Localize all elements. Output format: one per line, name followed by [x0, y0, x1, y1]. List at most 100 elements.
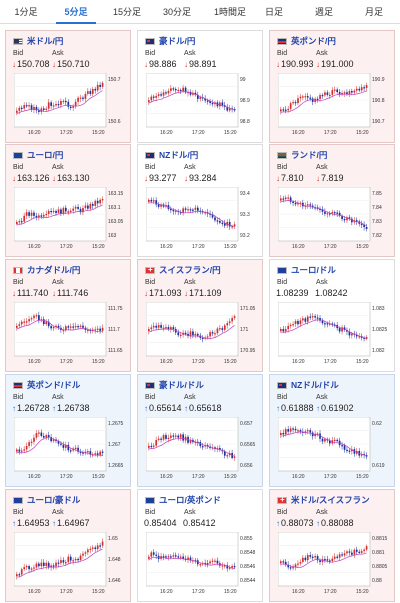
price-chart[interactable]: 7.85 7.84 7.83 7.82 16:20 17:20 15:20: [278, 187, 388, 253]
card-title[interactable]: 英ポンド/ドル: [13, 379, 80, 391]
moving-average-line: [280, 319, 367, 339]
x-tick-label: 15:20: [356, 130, 369, 136]
ask-label: Ask: [316, 279, 328, 286]
tab-6[interactable]: 日足: [264, 7, 283, 17]
card-title[interactable]: ユーロ/英ポンド: [145, 494, 221, 506]
candle: [289, 324, 292, 327]
candle: [69, 210, 72, 212]
card-title[interactable]: ランド/円: [277, 149, 327, 161]
card-title[interactable]: NZドル/ドル: [277, 379, 339, 391]
bid-label: Bid: [13, 279, 24, 286]
rate-card[interactable]: 英ポンド/円 Bid Ask ↓190.993 ↓191.000 190.9 19…: [269, 30, 395, 143]
card-title[interactable]: 豪ドル/ドル: [145, 379, 204, 391]
candle: [18, 449, 21, 452]
ask-label: Ask: [52, 394, 64, 401]
rate-card[interactable]: ユーロ/ドル Bid Ask 1.08239 1.08242 1.083 1.08…: [269, 259, 395, 372]
tab-3[interactable]: 15分足: [112, 7, 141, 17]
rate-card[interactable]: 豪ドル/円 Bid Ask ↓98.886 ↓98.891 99 98.9 98.8…: [137, 30, 263, 143]
rate-card[interactable]: カナダドル/円 Bid Ask ↓111.740 ↓111.746 111.75…: [5, 259, 131, 372]
pair-name[interactable]: ユーロ/ドル: [291, 265, 336, 275]
card-title[interactable]: スイスフラン/円: [145, 264, 221, 276]
pair-name[interactable]: スイスフラン/円: [159, 265, 221, 275]
card-title[interactable]: 米ドル/円: [13, 35, 63, 47]
card-title[interactable]: 英ポンド/円: [277, 35, 336, 47]
price-chart[interactable]: 190.9 190.8 190.7 16:20 17:20 15:20: [278, 73, 388, 139]
candle: [206, 100, 209, 102]
rate-card[interactable]: 米ドル/スイスフラン Bid Ask ↑0.88073 ↑0.88088 0.8…: [269, 489, 395, 602]
candle: [87, 329, 89, 332]
candle: [77, 447, 79, 452]
pair-name[interactable]: 米ドル/円: [27, 36, 64, 46]
tab-2[interactable]: 5分足: [56, 0, 96, 24]
rate-card[interactable]: ユーロ/円 Bid Ask ↓163.126 ↓163.130 163.15 16…: [5, 144, 131, 257]
candle: [162, 327, 165, 329]
price-chart[interactable]: 1.2675 1.267 1.2665 16:20 17:20 15:20: [14, 417, 124, 483]
candle: [25, 566, 28, 568]
price-chart[interactable]: 1.083 1.0825 1.082 16:20 17:20 15:20: [278, 302, 388, 368]
rate-card[interactable]: ユーロ/豪ドル Bid Ask ↑1.64953 ↑1.64967 1.65 1.…: [5, 489, 131, 602]
candle: [319, 208, 321, 211]
price-chart[interactable]: 0.657 0.6565 0.656 16:20 17:20 15:20: [146, 417, 256, 483]
rate-card[interactable]: 米ドル/円 Bid Ask ↓150.708 ↓150.710 150.7 150…: [5, 30, 131, 143]
rate-card[interactable]: ランド/円 Bid Ask ↓7.810 ↓7.819 7.85 7.84 7.83…: [269, 144, 395, 257]
rate-card[interactable]: スイスフラン/円 Bid Ask ↓171.093 ↓171.109 171.0…: [137, 259, 263, 372]
pair-name[interactable]: NZドル/円: [159, 150, 199, 160]
candle: [233, 224, 236, 227]
tab-5[interactable]: 1時間足: [213, 7, 246, 17]
pair-name[interactable]: 米ドル/スイスフラン: [291, 495, 370, 505]
price-chart[interactable]: 0.8815 0.881 0.8805 0.88 16:20 17:20 15:20: [278, 532, 388, 598]
rate-card[interactable]: NZドル/円 Bid Ask ↓93.277 ↓93.284 93.4 93.3 9…: [137, 144, 263, 257]
candle: [82, 325, 84, 328]
card-title[interactable]: NZドル/円: [145, 149, 198, 161]
pair-name[interactable]: ユーロ/円: [27, 150, 64, 160]
pair-name[interactable]: NZドル/ドル: [291, 380, 339, 390]
tab-4[interactable]: 30分足: [162, 7, 191, 17]
card-title[interactable]: ユーロ/ドル: [277, 264, 336, 276]
candle: [319, 317, 321, 321]
pair-name[interactable]: ユーロ/英ポンド: [159, 495, 221, 505]
y-tick-label: 7.84: [372, 205, 382, 211]
pair-name[interactable]: 英ポンド/円: [291, 36, 336, 46]
candle: [179, 89, 182, 92]
price-chart[interactable]: 163.15 163.1 163.05 163 16:20 17:20 15:20: [14, 187, 124, 253]
pair-name[interactable]: ユーロ/豪ドル: [27, 495, 81, 505]
card-title[interactable]: ユーロ/豪ドル: [13, 494, 80, 506]
candle: [94, 453, 97, 455]
pair-name[interactable]: 豪ドル/ドル: [159, 380, 204, 390]
card-title[interactable]: ユーロ/円: [13, 149, 63, 161]
pair-name[interactable]: 豪ドル/円: [159, 36, 196, 46]
candle: [170, 435, 172, 438]
arrow-down-icon: ↓: [184, 289, 188, 298]
rate-card[interactable]: ユーロ/英ポンド Bid Ask 0.85404 0.85412 0.855 0.…: [137, 489, 263, 602]
rate-card[interactable]: NZドル/ドル Bid Ask ↑0.61888 ↑0.61902 0.62 0.…: [269, 374, 395, 487]
price-chart[interactable]: 0.855 0.8548 0.8546 0.8544 16:20 17:20 15:20: [146, 532, 256, 598]
candle: [172, 327, 175, 330]
candle: [177, 332, 180, 336]
candle: [209, 561, 211, 564]
price-chart[interactable]: 99 98.9 98.8 16:20 17:20 15:20: [146, 73, 256, 139]
candle: [216, 560, 219, 564]
pair-name[interactable]: 英ポンド/ドル: [27, 380, 81, 390]
tab-8[interactable]: 月足: [364, 7, 383, 17]
price-chart[interactable]: 111.75 111.7 111.65 16:20 17:20 15:20: [14, 302, 124, 368]
tab-7[interactable]: 週足: [314, 7, 333, 17]
pair-name[interactable]: カナダドル/円: [27, 265, 81, 275]
candle: [20, 569, 23, 575]
price-chart[interactable]: 93.4 93.3 93.2 16:20 17:20 15:20: [146, 187, 256, 253]
candle: [348, 450, 351, 452]
price-chart[interactable]: 150.7 150.6 16:20 17:20 15:20: [14, 73, 124, 139]
x-tick-label: 17:20: [60, 244, 73, 250]
rate-card[interactable]: 英ポンド/ドル Bid Ask ↑1.26728 ↑1.26738 1.2675…: [5, 374, 131, 487]
price-chart[interactable]: 171.05 171 170.95 16:20 17:20 15:20: [146, 302, 256, 368]
price-chart[interactable]: 0.62 0.619 16:20 17:20 15:20: [278, 417, 388, 483]
price-chart[interactable]: 1.65 1.648 1.646 16:20 17:20 15:20: [14, 532, 124, 598]
card-title[interactable]: 豪ドル/円: [145, 35, 195, 47]
candle: [57, 104, 60, 106]
candle: [40, 432, 43, 436]
tab-1[interactable]: 1分足: [14, 7, 38, 17]
card-title[interactable]: 米ドル/スイスフラン: [277, 494, 370, 506]
rate-card[interactable]: 豪ドル/ドル Bid Ask ↑0.65614 ↑0.65618 0.657 0.…: [137, 374, 263, 487]
x-tick-label: 15:20: [356, 474, 369, 480]
card-title[interactable]: カナダドル/円: [13, 264, 80, 276]
pair-name[interactable]: ランド/円: [291, 150, 328, 160]
